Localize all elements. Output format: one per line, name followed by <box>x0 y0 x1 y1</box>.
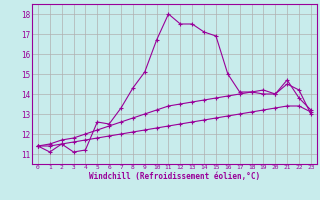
X-axis label: Windchill (Refroidissement éolien,°C): Windchill (Refroidissement éolien,°C) <box>89 172 260 181</box>
